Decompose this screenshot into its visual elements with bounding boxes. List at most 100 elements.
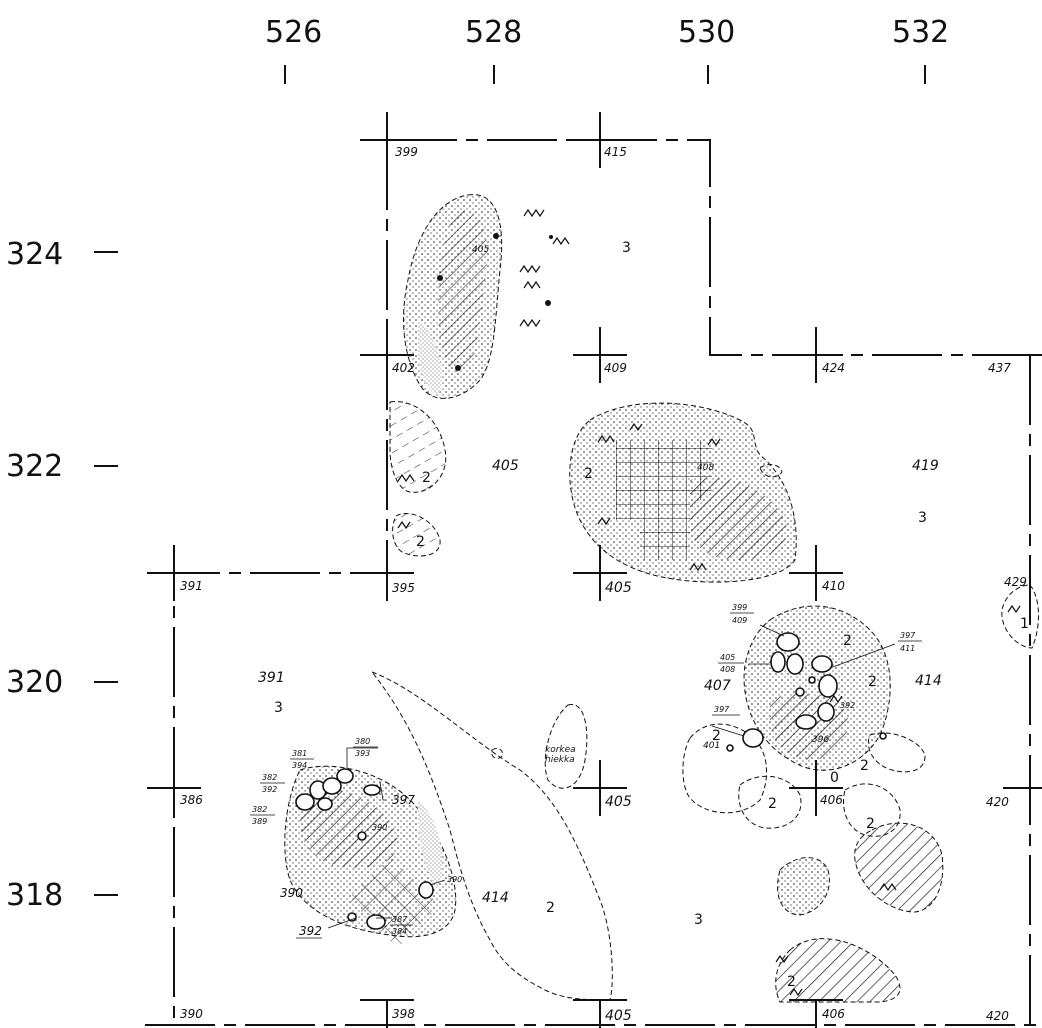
- stone: [295, 793, 315, 811]
- stone: [808, 676, 816, 684]
- stone: [726, 744, 734, 752]
- zone-label: 2: [546, 900, 555, 916]
- y-axis-label-324: 324: [6, 237, 63, 272]
- elev-label: 415: [604, 145, 627, 159]
- stone: [493, 233, 499, 239]
- excavation-boundary: [145, 139, 1042, 1026]
- stone: [818, 674, 838, 698]
- feature-west: 2 2 405: [389, 401, 519, 557]
- zone-label: 3: [918, 510, 927, 526]
- stone: [336, 768, 354, 784]
- elev-label: 414: [915, 673, 942, 689]
- fraction-top: 382: [252, 805, 267, 814]
- feature-northwest: 405: [403, 194, 553, 399]
- zone-label: 0: [830, 770, 839, 786]
- elev-label: 408: [697, 463, 714, 473]
- stone: [549, 235, 553, 239]
- elev-label: 424: [822, 361, 845, 375]
- elev-label: 397: [392, 793, 415, 807]
- stone: [317, 797, 333, 811]
- zone-label: 2: [866, 816, 875, 832]
- fraction-top: 399: [732, 603, 747, 612]
- zone-label: 3: [622, 240, 631, 256]
- stone: [742, 728, 764, 748]
- stone: [795, 714, 817, 730]
- fraction-top: 397: [900, 631, 916, 640]
- elev-label: 409: [604, 361, 627, 375]
- x-axis-label-532: 532: [892, 15, 949, 50]
- zone-label: 3: [274, 700, 283, 716]
- fraction-top: 392: [840, 701, 855, 710]
- elev-label: 414: [482, 890, 509, 906]
- stone: [776, 632, 800, 652]
- elev-label: 390: [180, 1007, 203, 1021]
- elev-label: 419: [912, 458, 939, 474]
- feature-southwest: 381 394 380 393 382 392 382 389 390 387 …: [250, 737, 462, 949]
- stone: [879, 732, 887, 740]
- y-axis-label-322: 322: [6, 449, 63, 484]
- stone: [363, 784, 381, 796]
- stone: [418, 881, 434, 899]
- fraction-top: 387: [392, 915, 408, 924]
- note-line: korkea: [545, 745, 576, 755]
- stone: [437, 275, 443, 281]
- elev-label: 392: [299, 924, 322, 938]
- fraction-bottom: 411: [900, 644, 915, 653]
- stone: [357, 831, 367, 841]
- elev-label: 405: [492, 458, 519, 474]
- elev-label: 420: [986, 1009, 1009, 1023]
- zone-label: 2: [422, 470, 431, 486]
- elev-label: 390: [372, 823, 387, 832]
- zone-label: 2: [416, 534, 425, 550]
- x-axis-label-530: 530: [678, 15, 735, 50]
- note-line: hiekka: [545, 755, 575, 765]
- fraction-bottom: 389: [252, 817, 267, 826]
- stone: [455, 365, 461, 371]
- elev-label: 407: [704, 678, 731, 694]
- fraction-bottom: 409: [732, 616, 747, 625]
- elev-label: 406: [822, 1007, 845, 1021]
- fraction-top: 405: [720, 653, 735, 662]
- elev-label: 399: [395, 145, 418, 159]
- elev-label: 437: [988, 361, 1011, 375]
- elev-label: 405: [472, 245, 489, 255]
- elev-label: 401: [703, 741, 720, 751]
- elev-label: 410: [822, 579, 845, 593]
- stone: [811, 655, 833, 673]
- fraction-top: 381: [292, 749, 307, 758]
- elev-label: 405: [605, 580, 632, 596]
- elev-label: 405: [605, 1008, 632, 1024]
- zone-label: 1: [1020, 616, 1029, 632]
- x-axis: 526 528 530 532: [265, 15, 949, 84]
- stone: [545, 300, 551, 306]
- stone: [817, 702, 835, 722]
- y-axis: 324 322 320 318: [6, 237, 118, 913]
- zone-label: 2: [712, 728, 721, 744]
- zone-label: 3: [694, 912, 703, 928]
- feature-sand-ridge: korkea hiekka 414 2 3: [370, 670, 703, 1001]
- fraction-top: 390: [447, 875, 462, 884]
- x-axis-label-528: 528: [465, 15, 522, 50]
- y-axis-label-318: 318: [6, 878, 63, 913]
- feature-east: 407 414 2 2 2 2 2 2 2 1 0 401 396 399 40…: [682, 584, 1039, 1003]
- elev-label: 391: [258, 670, 285, 686]
- fraction-top: 382: [262, 773, 277, 782]
- fraction-top: 397: [714, 705, 730, 714]
- stone: [770, 651, 786, 673]
- zone-label: 2: [860, 758, 869, 774]
- fraction-bottom: 394: [292, 761, 307, 770]
- x-axis-label-526: 526: [265, 15, 322, 50]
- elev-label: 395: [392, 581, 415, 595]
- elev-label: 429: [1004, 575, 1027, 589]
- zone-label: 2: [584, 466, 593, 482]
- elev-label: 406: [820, 793, 843, 807]
- elev-label: 398: [392, 1007, 415, 1021]
- fraction-bottom: 408: [720, 665, 735, 674]
- y-axis-label-320: 320: [6, 665, 63, 700]
- stone: [322, 777, 342, 795]
- grid-elevations: 399 415 402 409 424 437 391 395 405 410 …: [180, 145, 1027, 1024]
- elev-label: 402: [392, 361, 415, 375]
- fraction-bottom: 392: [262, 785, 277, 794]
- zone-label: 2: [768, 796, 777, 812]
